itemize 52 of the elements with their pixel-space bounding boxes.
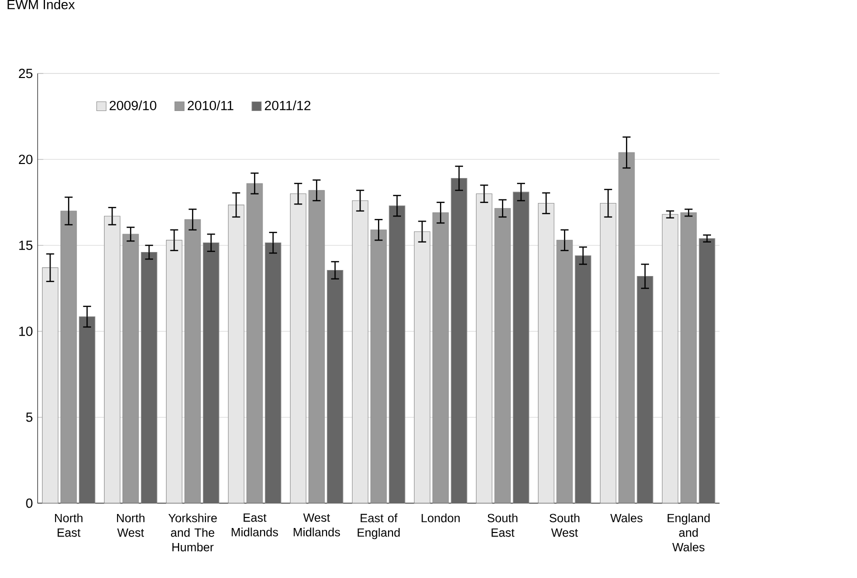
- x-tick-label: East of England: [358, 513, 400, 539]
- legend-label: 2011/12: [264, 100, 310, 110]
- bar: [78, 316, 96, 503]
- bar: [122, 234, 139, 503]
- bar: [308, 190, 325, 503]
- bar: [140, 252, 158, 503]
- bar: [166, 240, 182, 503]
- x-tick-label: North East: [55, 513, 82, 537]
- bar: [450, 178, 468, 503]
- bar: [662, 214, 678, 503]
- bar: [574, 255, 592, 503]
- x-tick-label: North West: [117, 513, 144, 537]
- bar: [228, 204, 244, 503]
- bar: [184, 219, 201, 503]
- x-tick-label: South East: [488, 513, 518, 537]
- legend-label: 2010/11: [188, 100, 234, 110]
- bar: [104, 216, 120, 503]
- bar: [432, 212, 449, 503]
- bar: [556, 240, 573, 503]
- bar: [512, 192, 530, 503]
- bar: [370, 229, 387, 503]
- x-tick-label: East Midlands: [232, 513, 278, 536]
- bar: [618, 152, 635, 503]
- y-tick-label: 25: [18, 68, 32, 78]
- bar: [60, 210, 77, 503]
- bar: [476, 193, 492, 503]
- bar: [388, 205, 406, 503]
- x-tick-label: South West: [550, 513, 580, 537]
- bar: [538, 202, 554, 503]
- x-tick-label: England and Wales: [668, 513, 710, 552]
- x-tick-label: West Midlands: [294, 513, 340, 536]
- x-tick-label: London: [422, 513, 460, 522]
- bar: [290, 193, 306, 503]
- bar: [352, 200, 368, 503]
- legend-label: 2009/10: [110, 100, 156, 110]
- y-tick-label: 0: [26, 498, 32, 508]
- y-tick-label: 10: [19, 326, 32, 336]
- bar: [600, 202, 616, 503]
- bar: [326, 270, 344, 503]
- bar: [264, 242, 282, 503]
- bar: [414, 231, 430, 503]
- bar: [698, 238, 716, 503]
- bar: [636, 276, 654, 503]
- y-tick-label: 15: [19, 240, 32, 250]
- x-tick-label: Yorkshire and The Humber: [168, 513, 217, 552]
- bar: [494, 208, 511, 503]
- bar: [202, 242, 220, 503]
- y-tick-label: 5: [26, 412, 32, 422]
- bar: [680, 212, 697, 503]
- x-tick-label: Wales: [610, 513, 642, 522]
- bar: [246, 182, 263, 503]
- y-tick-label: 20: [18, 154, 32, 164]
